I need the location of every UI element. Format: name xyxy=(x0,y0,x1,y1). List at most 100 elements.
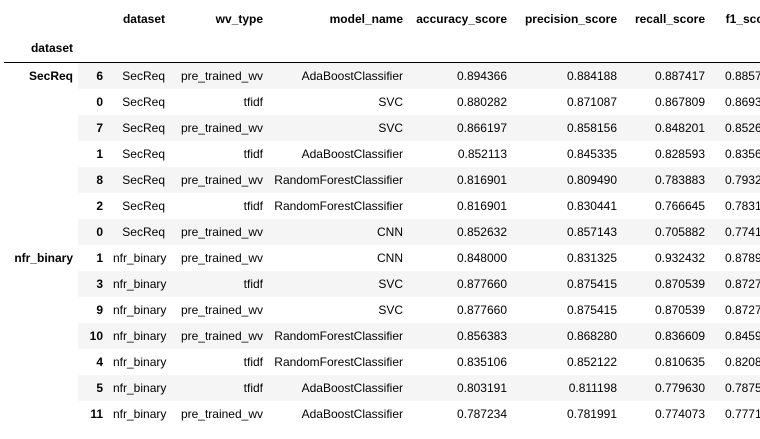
table-cell: 0.811198 xyxy=(568,380,617,395)
row-index: 5 xyxy=(96,380,103,395)
table-cell: SecReq xyxy=(122,120,165,135)
table-cell: 0.848201 xyxy=(654,120,705,135)
table-cell: 0.783883 xyxy=(654,172,705,187)
table-cell: RandomForestClassifier xyxy=(274,172,403,187)
table-cell: 0.875415 xyxy=(566,302,617,317)
table-cell: pre_trained_wv xyxy=(180,120,263,135)
group-label: SecReq xyxy=(4,62,78,245)
table-cell: tfidf xyxy=(243,198,263,213)
table-cell: tfidf xyxy=(243,380,263,395)
table-row: 7 SecReq pre_trained_wv SVC 0.866197 0.858156… xyxy=(4,114,760,141)
table-row: SecReq 6 SecReq pre_trained_wv AdaBoostClass… xyxy=(4,62,760,245)
column-header: model_name xyxy=(329,12,403,26)
table-cell: 0.877660 xyxy=(456,302,507,317)
table-cell: 0.705882 xyxy=(654,224,705,239)
table-cell: 0.870539 xyxy=(654,302,705,317)
row-index: 2 xyxy=(96,198,103,213)
table-cell: 0.809490 xyxy=(566,172,617,187)
table-cell: 0.830441 xyxy=(566,198,617,213)
table-cell: 0.787234 xyxy=(456,406,507,421)
table-cell: CNN xyxy=(377,224,403,239)
table-cell: tfidf xyxy=(243,94,263,109)
table-cell: pre_trained_wv xyxy=(180,172,263,187)
table-cell: 0.871087 xyxy=(566,94,617,109)
table-cell: 0.787558 xyxy=(724,380,760,395)
table-row: 9 nfr_binary pre_trained_wv SVC 0.877660 0.87… xyxy=(4,296,760,323)
row-index: 0 xyxy=(96,94,103,109)
table-cell: 0.870539 xyxy=(654,276,705,291)
table-cell: 0.875415 xyxy=(566,276,617,291)
table-cell: 0.777146 xyxy=(724,406,760,421)
header-blank xyxy=(170,34,268,63)
column-header: dataset xyxy=(122,12,165,26)
table-cell: SecReq xyxy=(122,224,165,239)
table-cell: SVC xyxy=(378,276,403,291)
table-row: 0 SecReq pre_trained_wv CNN 0.852632 0.857143… xyxy=(4,218,760,245)
table-cell: RandomForestClassifier xyxy=(274,198,403,213)
column-header: recall_score xyxy=(634,12,705,26)
table-cell: 0.867809 xyxy=(654,94,705,109)
table-body: SecReq 6 SecReq pre_trained_wv AdaBoostClass… xyxy=(4,62,760,427)
table-cell: pre_trained_wv xyxy=(180,224,263,239)
header-blank xyxy=(268,34,408,63)
table-cell: SVC xyxy=(378,302,403,317)
table-header: dataset wv_type model_name accuracy_scor… xyxy=(4,4,760,63)
table-cell: 0.869393 xyxy=(724,94,760,109)
table-cell: SecReq xyxy=(122,146,165,161)
row-index: 3 xyxy=(96,276,103,291)
header-blank xyxy=(78,34,108,63)
table-cell: AdaBoostClassifier xyxy=(301,406,403,421)
index-name-row: dataset xyxy=(4,34,760,63)
row-index: 10 xyxy=(89,328,103,343)
table-cell: 0.894366 xyxy=(456,68,507,83)
table-cell: 0.857143 xyxy=(566,224,617,239)
table-cell: nfr_binary xyxy=(113,406,167,421)
header-blank xyxy=(408,34,512,63)
table-row: 5 nfr_binary tfidf AdaBoostClassifier 0.8031… xyxy=(4,374,760,401)
group-label: nfr_binary xyxy=(4,244,78,427)
row-index: 9 xyxy=(96,302,103,317)
table-cell: 0.868280 xyxy=(566,328,617,343)
table-cell: nfr_binary xyxy=(113,250,167,265)
table-cell: 0.866197 xyxy=(456,120,507,135)
table-cell: SecReq xyxy=(122,68,165,83)
header-blank xyxy=(622,34,710,63)
table-cell: 0.880282 xyxy=(456,94,507,109)
table-cell: pre_trained_wv xyxy=(180,68,263,83)
table-cell: 0.852689 xyxy=(724,120,760,135)
table-cell: pre_trained_wv xyxy=(180,250,263,265)
table-cell: 0.845916 xyxy=(724,328,760,343)
row-index: 0 xyxy=(96,224,103,239)
table-row: 11 nfr_binary pre_trained_wv AdaBoostClassi… xyxy=(4,400,760,427)
table-cell: 0.884188 xyxy=(566,68,617,83)
table-cell: nfr_binary xyxy=(113,380,167,395)
table-cell: nfr_binary xyxy=(113,354,167,369)
table-cell: nfr_binary xyxy=(113,276,167,291)
dataframe-output: dataset wv_type model_name accuracy_scor… xyxy=(4,4,760,427)
table-cell: 0.803191 xyxy=(456,380,507,395)
table-cell: nfr_binary xyxy=(113,328,167,343)
table-row: 4 nfr_binary tfidf RandomForestClassifier 0.… xyxy=(4,348,760,375)
table-cell: SecReq xyxy=(122,198,165,213)
table-cell: 0.781991 xyxy=(566,406,617,421)
header-blank xyxy=(78,4,108,34)
table-cell: 0.932432 xyxy=(654,250,705,265)
table-cell: AdaBoostClassifier xyxy=(301,380,403,395)
table-cell: 0.783181 xyxy=(724,198,760,213)
table-cell: 0.836609 xyxy=(654,328,705,343)
table-row: 3 nfr_binary tfidf SVC 0.877660 0.875415 0.870… xyxy=(4,270,760,297)
table-cell: 0.831325 xyxy=(566,250,617,265)
column-header: f1_score xyxy=(725,12,760,26)
table-cell: tfidf xyxy=(243,146,263,161)
table-cell: SVC xyxy=(378,120,403,135)
table-cell: 0.858156 xyxy=(566,120,617,135)
table-cell: pre_trained_wv xyxy=(180,406,263,421)
table-cell: 0.766645 xyxy=(654,198,705,213)
table-cell: pre_trained_wv xyxy=(180,328,263,343)
table-cell: 0.774194 xyxy=(724,224,760,239)
table-cell: 0.856383 xyxy=(456,328,507,343)
table-cell: 0.887417 xyxy=(654,68,705,83)
table-cell: 0.872730 xyxy=(724,276,760,291)
column-header: precision_score xyxy=(524,12,617,26)
row-index: 1 xyxy=(96,250,103,265)
